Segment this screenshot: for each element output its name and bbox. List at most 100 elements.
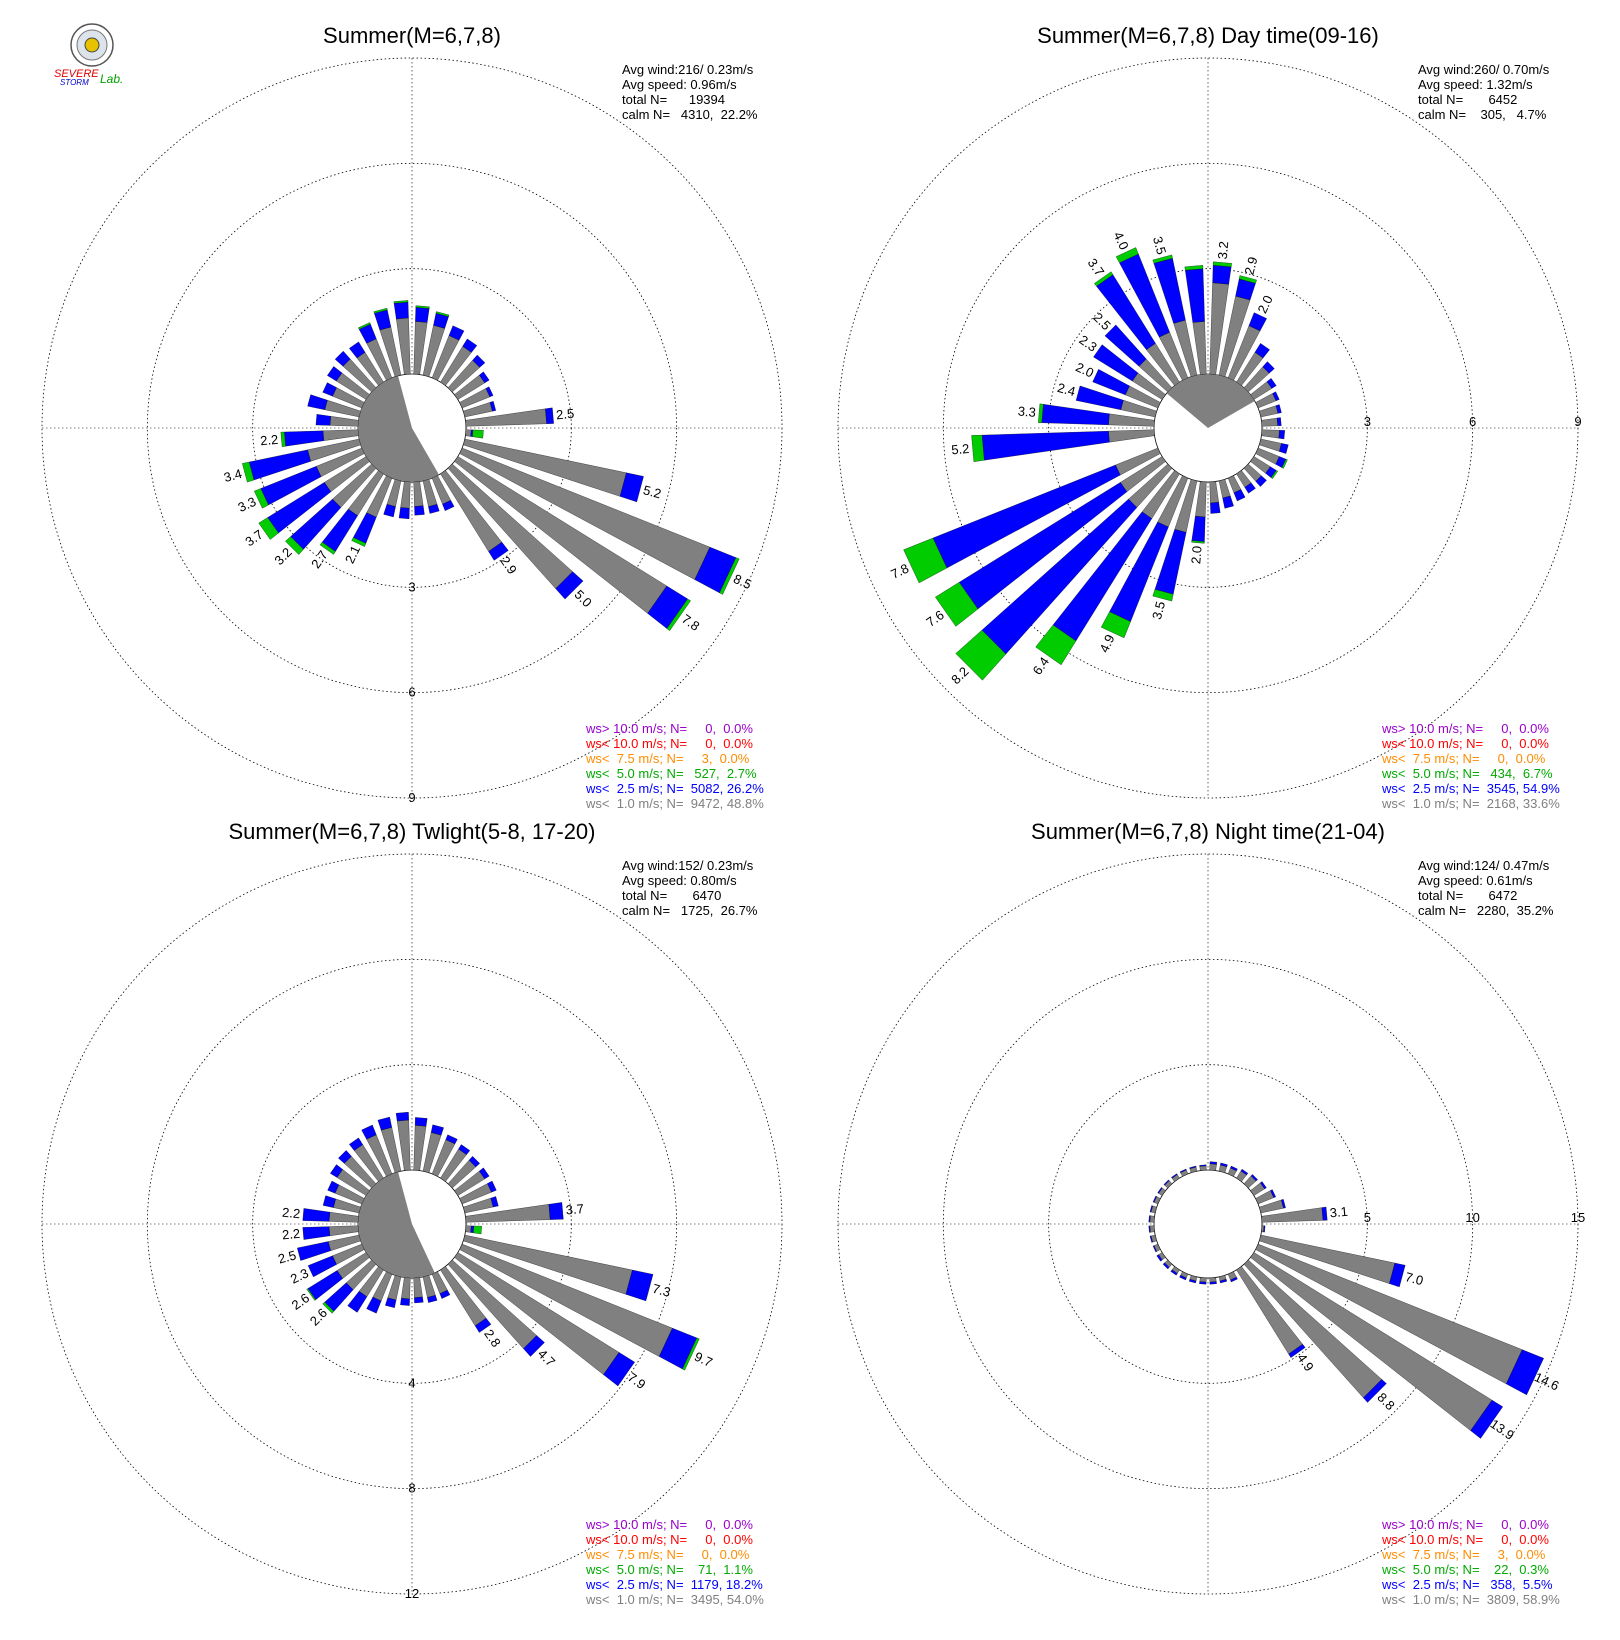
sector-bar-275: 2.2 (282, 1205, 359, 1223)
sector-band (351, 537, 367, 547)
sector-value-label: 2.1 (342, 543, 363, 566)
sector-band (971, 434, 985, 462)
sector-bar-185 (400, 1277, 411, 1306)
sector-bar-135: 8.8 (1243, 1259, 1398, 1413)
sector-bar-195 (383, 479, 402, 518)
grid-ring (41, 57, 783, 799)
sector-band (358, 322, 371, 330)
sector-bar-15 (1218, 1162, 1228, 1173)
sector-band (361, 1124, 377, 1140)
sector-band (327, 366, 343, 382)
stats-line: Avg speed: 0.61m/s (1418, 873, 1533, 888)
sector-band (488, 541, 509, 561)
calm-circle (1153, 1169, 1263, 1279)
sector-bar-335: 4.0 (1111, 229, 1189, 381)
sector-bar-45 (447, 1156, 480, 1189)
sector-band (1230, 1276, 1238, 1283)
calm-sector (1166, 373, 1255, 428)
sector-band (319, 541, 336, 555)
ring-tick-label: 3 (408, 579, 415, 594)
sector-bar-115 (1255, 447, 1288, 469)
sector-bar-5 (413, 305, 430, 375)
sector-band (473, 1225, 482, 1235)
sector-band (1171, 1173, 1178, 1179)
sector-bar-265: 2.2 (281, 1225, 359, 1242)
sector-value-label: 2.8 (481, 1326, 504, 1349)
legend-entry: ws< 7.5 m/s; N= 0, 0.0% (585, 1547, 750, 1562)
sector-band (439, 1289, 451, 1299)
windrose-panel-3: 3.7 7.3 9.7 7.9 4.7 2.8 2.62.6 2.32.5 2.2 2.2 4 8 12… (41, 819, 783, 1607)
sector-band (555, 571, 584, 600)
sector-band (302, 1208, 331, 1222)
legend-entry: ws< 2.5 m/s; N= 1179, 18.2% (585, 1577, 763, 1592)
sector-bar-85 (1261, 417, 1282, 427)
sector-bar-55 (454, 1167, 490, 1196)
sector-band (1259, 405, 1279, 418)
sector-bar-115: 8.5 (459, 447, 754, 595)
sector-value-label: 2.2 (282, 1205, 301, 1222)
sector-bar-5 (413, 1117, 428, 1171)
sector-bar-295: 2.0 (1073, 359, 1161, 409)
sector-bar-215: 2.7 (308, 470, 384, 571)
sector-band (322, 429, 359, 441)
sector-band (297, 1241, 331, 1261)
sector-bar-265 (1148, 1225, 1155, 1233)
sector-bar-325 (1171, 1173, 1180, 1182)
sector-band (414, 505, 425, 516)
sector-band (448, 325, 465, 341)
sector-bar-315 (338, 1150, 377, 1189)
sector-bar-85: 3.7 (465, 1201, 584, 1223)
stats-line: Avg speed: 0.80m/s (622, 873, 737, 888)
sector-value-label: 5.0 (571, 587, 594, 610)
sector-value-label: 2.5 (276, 1247, 297, 1266)
sector-band (1212, 265, 1232, 285)
sector-band (1149, 1225, 1155, 1233)
sector-band (1321, 1206, 1328, 1221)
sector-band (1270, 1189, 1276, 1198)
sector-bar-55 (1250, 378, 1277, 400)
sector-band (1038, 403, 1044, 423)
sector-bar-265: 2.2 (260, 429, 359, 448)
legend-entry: ws< 2.5 m/s; N= 358, 5.5% (1381, 1577, 1553, 1592)
sector-value-label: 7.8 (679, 611, 702, 634)
sector-band (347, 1291, 368, 1313)
legend-entry: ws> 10.0 m/s; N= 0, 0.0% (1381, 1517, 1549, 1532)
sector-bar-185 (398, 481, 411, 519)
sector-bar-25 (431, 1134, 458, 1177)
windrose-panel-1: 2.5 5.2 8.5 7.8 5.0 2.9 2.1 2.7 3.2 3.7 3.3 3.4 2.2 3… (41, 23, 783, 811)
sector-band (1104, 324, 1147, 367)
sector-value-label: 3.2 (1215, 241, 1232, 260)
sector-value-label: 3.7 (565, 1201, 584, 1218)
sector-bar-15 (422, 1124, 444, 1173)
sector-band (490, 1196, 499, 1208)
sector-band (472, 429, 484, 439)
sector-band (1254, 343, 1270, 359)
sector-bar-255: 2.5 (276, 1234, 361, 1267)
sector-value-label: 2.9 (497, 553, 520, 576)
sector-value-label: 7.0 (1404, 1269, 1425, 1288)
sector-band (1259, 438, 1282, 452)
sector-value-label: 2.6 (289, 1290, 312, 1313)
sector-band (413, 1125, 427, 1171)
sector-band (377, 1116, 392, 1131)
sector-band (329, 416, 359, 427)
sector-band (474, 1317, 492, 1333)
stats-line: Avg wind:124/ 0.47m/s (1418, 858, 1550, 873)
sector-band (395, 1111, 409, 1122)
sector-bar-215 (347, 1266, 384, 1313)
sector-band (523, 1335, 545, 1357)
legend-entry: ws> 10.0 m/s; N= 0, 0.0% (585, 1517, 753, 1532)
stats-line: calm N= 1725, 26.7% (622, 903, 758, 918)
sector-value-label: 6.4 (1030, 654, 1053, 677)
legend-entry: ws< 7.5 m/s; N= 0, 0.0% (1381, 751, 1546, 766)
grid-ring (837, 853, 1579, 1595)
sector-band (465, 429, 472, 437)
windrose-panel-2: 3.22.92.02.03.54.96.48.27.67.85.23.32.42… (837, 23, 1582, 811)
sector-bar-95 (465, 1225, 482, 1235)
stats-line: calm N= 4310, 22.2% (622, 107, 758, 122)
sector-band (1233, 489, 1246, 502)
sector-bar-285 (1149, 1205, 1157, 1214)
sector-band (1157, 1187, 1163, 1194)
sector-band (1162, 1262, 1170, 1270)
sector-band (1209, 1161, 1218, 1165)
